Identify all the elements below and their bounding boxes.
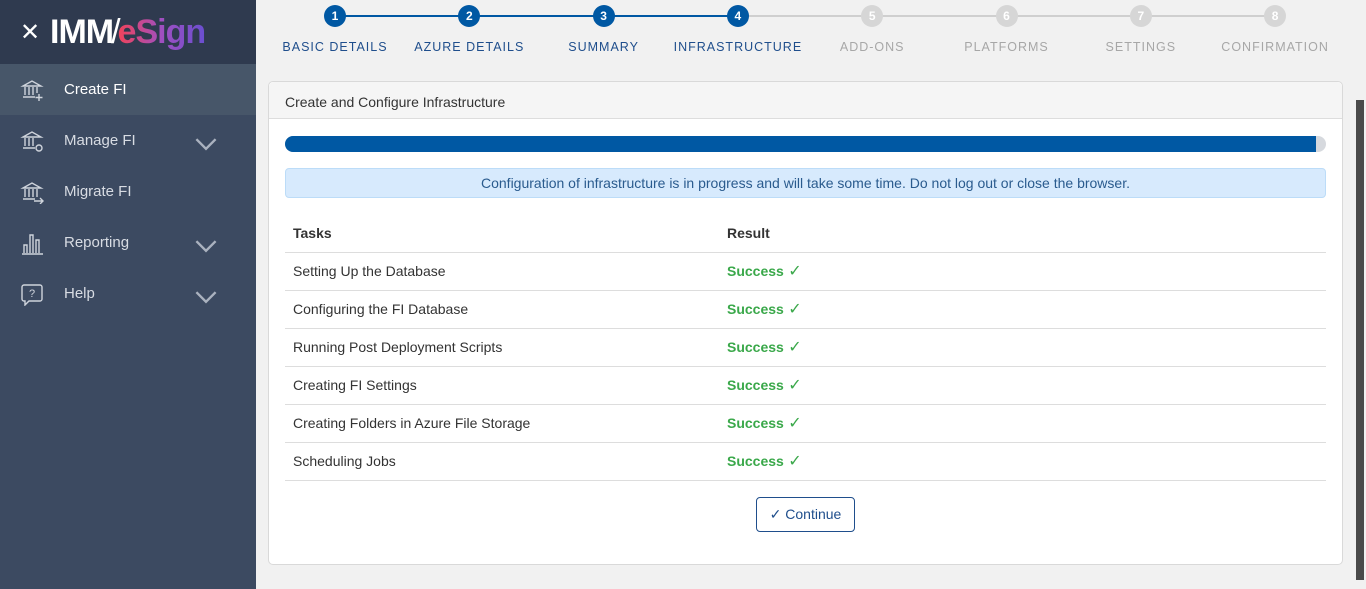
svg-text:?: ?	[29, 288, 35, 300]
step-connector	[872, 15, 1007, 17]
sidebar-item-create-fi[interactable]: Create FI	[0, 64, 256, 115]
step-label: SUMMARY	[568, 40, 639, 54]
progress-fill	[285, 136, 1316, 152]
sidebar-item-migrate-fi[interactable]: Migrate FI	[0, 166, 256, 217]
check-icon: ✓	[783, 415, 802, 432]
sidebar-item-manage-fi[interactable]: Manage FI	[0, 115, 256, 166]
table-row: Setting Up the Database Success ✓	[285, 252, 1326, 291]
bank-plus-icon	[20, 79, 44, 101]
card-title: Create and Configure Infrastructure	[269, 82, 1342, 119]
step-add-ons[interactable]: 5 ADD-ONS	[805, 5, 939, 54]
result-status: Success	[727, 377, 784, 393]
sidebar-item-label: Help	[64, 285, 95, 302]
sidebar-item-label: Manage FI	[64, 132, 136, 149]
column-header-tasks: Tasks	[285, 214, 719, 253]
sidebar-item-label: Create FI	[64, 81, 127, 98]
tasks-table: Tasks Result Setting Up the Database Succe…	[285, 214, 1326, 481]
step-platforms[interactable]: 6 PLATFORMS	[940, 5, 1074, 54]
step-number: 6	[995, 5, 1018, 27]
sidebar-item-label: Reporting	[64, 234, 130, 251]
step-confirmation[interactable]: 8 CONFIRMATION	[1208, 5, 1342, 54]
result-status: Success	[727, 453, 784, 469]
step-connector	[603, 15, 738, 17]
step-connector	[1140, 15, 1275, 17]
step-number: 2	[458, 5, 481, 27]
step-number: 1	[324, 5, 346, 27]
step-label: PLATFORMS	[964, 40, 1049, 54]
result-status: Success	[727, 301, 784, 317]
step-label: CONFIRMATION	[1221, 40, 1329, 54]
stepper: 1 BASIC DETAILS 2 AZURE DETAILS 3 SUMMARY 4 INF…	[256, 0, 1356, 70]
step-number: 5	[861, 5, 884, 27]
result-status: Success	[727, 339, 784, 355]
close-icon[interactable]: ✕	[20, 18, 41, 46]
step-connector	[737, 15, 872, 17]
chevron-down-icon[interactable]	[194, 285, 218, 309]
bar-chart-icon	[22, 233, 43, 255]
continue-button[interactable]: ✓ Continue	[756, 496, 855, 532]
table-row: Creating FI Settings Success ✓	[285, 366, 1326, 405]
task-name: Setting Up the Database	[285, 252, 719, 291]
logo: IMM / eSign	[50, 12, 206, 51]
step-label: INFRASTRUCTURE	[673, 40, 803, 54]
sidebar: ✕ IMM / eSign Create FI Manage FI Migrate FI…	[0, 0, 256, 589]
sidebar-item-help[interactable]: ? Help	[0, 268, 256, 319]
logo-bar: ✕ IMM / eSign	[0, 0, 256, 64]
check-icon: ✓	[783, 339, 802, 356]
sidebar-item-label: Migrate FI	[64, 183, 132, 200]
step-number: 8	[1264, 5, 1287, 27]
help-bubble-icon: ?	[21, 283, 43, 306]
step-number: 7	[1129, 5, 1152, 27]
task-name: Configuring the FI Database	[285, 290, 719, 329]
info-alert: Configuration of infrastructure is in pr…	[285, 168, 1326, 198]
step-basic-details[interactable]: 1 BASIC DETAILS	[268, 5, 402, 54]
step-number: 4	[726, 5, 749, 27]
step-infrastructure[interactable]: 4 INFRASTRUCTURE	[671, 5, 805, 54]
result-status: Success	[727, 263, 784, 279]
step-label: ADD-ONS	[839, 40, 905, 54]
column-header-result: Result	[719, 214, 1326, 253]
step-number: 3	[592, 5, 615, 27]
scrollbar[interactable]	[1356, 100, 1364, 580]
check-icon: ✓	[783, 301, 802, 318]
result-status: Success	[727, 415, 784, 431]
step-label: AZURE DETAILS	[414, 40, 525, 54]
task-name: Running Post Deployment Scripts	[285, 328, 719, 367]
check-icon: ✓	[769, 505, 786, 522]
task-name: Creating Folders in Azure File Storage	[285, 404, 719, 443]
task-name: Scheduling Jobs	[285, 442, 719, 481]
step-label: BASIC DETAILS	[282, 40, 388, 54]
table-row: Configuring the FI Database Success ✓	[285, 290, 1326, 329]
check-icon: ✓	[783, 377, 802, 394]
sidebar-item-reporting[interactable]: Reporting	[0, 217, 256, 268]
infrastructure-card: Create and Configure Infrastructure Conf…	[268, 81, 1343, 565]
bank-gear-icon	[20, 130, 44, 152]
step-connector	[335, 15, 469, 17]
check-icon: ✓	[783, 453, 802, 470]
chevron-down-icon[interactable]	[194, 132, 218, 156]
progress-bar	[285, 136, 1326, 152]
check-icon: ✓	[783, 263, 802, 280]
step-label: SETTINGS	[1105, 40, 1177, 54]
bank-arrow-icon	[20, 181, 44, 204]
task-name: Creating FI Settings	[285, 366, 719, 405]
step-summary[interactable]: 3 SUMMARY	[537, 5, 671, 54]
step-azure-details[interactable]: 2 AZURE DETAILS	[402, 5, 536, 54]
chevron-down-icon[interactable]	[194, 234, 218, 258]
table-row: Creating Folders in Azure File Storage Su…	[285, 404, 1326, 443]
step-connector	[469, 15, 604, 17]
table-row: Running Post Deployment Scripts Success ✓	[285, 328, 1326, 367]
table-row: Scheduling Jobs Success ✓	[285, 442, 1326, 481]
step-connector	[1006, 15, 1141, 17]
step-settings[interactable]: 7 SETTINGS	[1074, 5, 1208, 54]
